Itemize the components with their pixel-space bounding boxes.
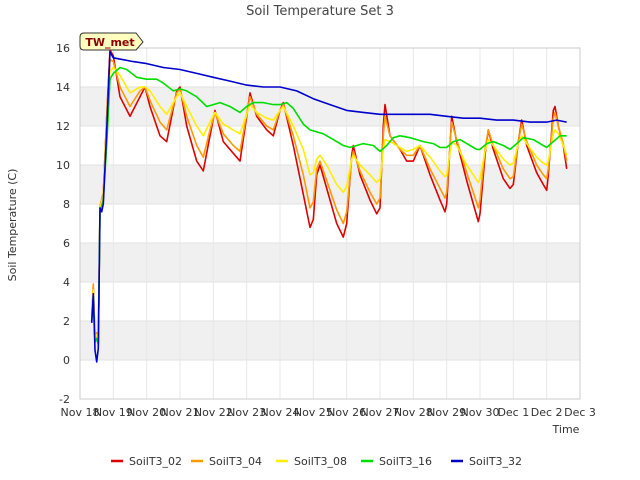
series-line-soilt3_02 bbox=[90, 49, 568, 344]
y-tick-label: 8 bbox=[63, 198, 70, 211]
grid-band bbox=[80, 321, 580, 360]
x-tick-label: Nov 19 bbox=[94, 406, 133, 419]
y-tick-label: 12 bbox=[56, 120, 70, 133]
legend-label-soilt3_32: SoilT3_32 bbox=[469, 455, 522, 468]
plot-area bbox=[80, 48, 580, 399]
legend-label-soilt3_08: SoilT3_08 bbox=[294, 455, 347, 468]
legend-label-soilt3_04: SoilT3_04 bbox=[209, 455, 262, 468]
x-axis-label: Time bbox=[552, 423, 580, 436]
x-tick-label: Nov 26 bbox=[327, 406, 366, 419]
x-tick-label: Nov 21 bbox=[161, 406, 200, 419]
x-tick-label: Dec 3 bbox=[564, 406, 596, 419]
y-tick-label: 16 bbox=[56, 42, 70, 55]
series-line-soilt3_32 bbox=[90, 51, 567, 363]
x-tick-label: Nov 28 bbox=[394, 406, 433, 419]
series-line-soilt3_16 bbox=[90, 66, 567, 346]
badge-label: TW_met bbox=[85, 36, 134, 49]
y-tick-label: 0 bbox=[63, 354, 70, 367]
x-tick-label: Dec 1 bbox=[497, 406, 529, 419]
series-line-soilt3_04 bbox=[90, 58, 568, 340]
legend: SoilT3_02 SoilT3_04 SoilT3_08 SoilT3_16 Soil… bbox=[111, 455, 522, 468]
y-axis-label: Soil Temperature (C) bbox=[6, 169, 19, 282]
chart-title: Soil Temperature Set 3 bbox=[246, 4, 394, 19]
x-tick-label: Nov 18 bbox=[61, 406, 100, 419]
series-line-soilt3_08 bbox=[90, 66, 568, 342]
y-tick-label: 14 bbox=[56, 81, 70, 94]
x-tick-label: Nov 29 bbox=[427, 406, 466, 419]
x-tick-label: Nov 24 bbox=[261, 406, 300, 419]
station-badge: TW_met bbox=[79, 32, 144, 51]
y-tick-label: -2 bbox=[59, 393, 70, 406]
y-tick-label: 6 bbox=[63, 237, 70, 250]
x-tick-label: Nov 25 bbox=[294, 406, 333, 419]
y-tick-label: 10 bbox=[56, 159, 70, 172]
x-tick-label: Nov 20 bbox=[127, 406, 166, 419]
y-tick-label: 2 bbox=[63, 315, 70, 328]
badge-shape bbox=[79, 32, 144, 51]
grid-band bbox=[80, 243, 580, 282]
legend-label-soilt3_16: SoilT3_16 bbox=[379, 455, 432, 468]
x-tick-label: Nov 30 bbox=[461, 406, 500, 419]
x-tick-label: Dec 2 bbox=[531, 406, 563, 419]
plot-frame bbox=[79, 47, 581, 400]
y-tick-label: 4 bbox=[63, 276, 70, 289]
legend-label-soilt3_02: SoilT3_02 bbox=[129, 455, 182, 468]
series-layer bbox=[90, 49, 568, 363]
x-tick-label: Nov 22 bbox=[194, 406, 233, 419]
x-tick-label: Nov 23 bbox=[227, 406, 266, 419]
axes bbox=[79, 47, 581, 400]
x-tick-label: Nov 27 bbox=[361, 406, 400, 419]
